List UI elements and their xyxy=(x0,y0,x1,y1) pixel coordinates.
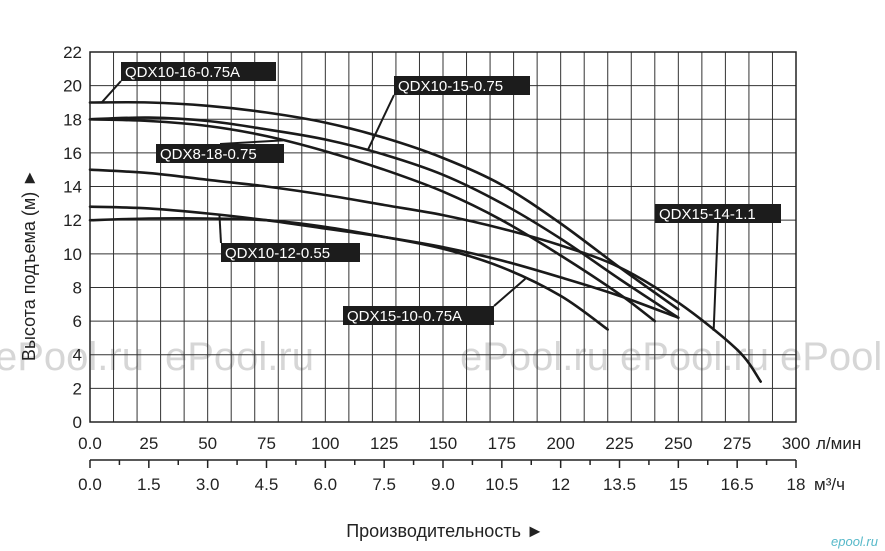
y-axis-label: Высота подъема (м) ► xyxy=(19,169,39,361)
series-label-box xyxy=(394,76,530,95)
y-tick-label: 4 xyxy=(73,346,82,365)
x-tick-label-secondary: 7.5 xyxy=(372,475,396,494)
y-tick-label: 18 xyxy=(63,110,82,129)
x-tick-label-primary: 300 xyxy=(782,434,810,453)
x-tick-label-secondary: 18 xyxy=(787,475,806,494)
label-leader-line xyxy=(712,222,719,331)
watermark-text: ePool.ru xyxy=(165,335,314,379)
series-label: QDX10-12-0.55 xyxy=(225,245,330,262)
x-tick-label-primary: 275 xyxy=(723,434,751,453)
label-leader-line xyxy=(366,94,395,151)
series-curve xyxy=(88,168,762,383)
y-tick-label: 10 xyxy=(63,245,82,264)
series-label: QDX15-10-0.75A xyxy=(347,308,462,325)
y-tick-label: 6 xyxy=(73,312,82,331)
x-tick-label-primary: 150 xyxy=(429,434,457,453)
x-tick-label-secondary: 3.0 xyxy=(196,475,220,494)
series-curve xyxy=(88,118,657,323)
x-tick-label-primary: 25 xyxy=(139,434,158,453)
series-label: QDX10-16-0.75A xyxy=(125,64,240,81)
y-tick-label: 16 xyxy=(63,144,82,163)
x-tick-label-secondary: 0.0 xyxy=(78,475,102,494)
label-leaders xyxy=(101,80,719,331)
x-tick-label-secondary: 4.5 xyxy=(255,475,279,494)
series-label: QDX15-14-1.1 xyxy=(659,206,756,223)
x-tick-label-secondary: 10.5 xyxy=(485,475,518,494)
label-leader-line xyxy=(219,139,284,145)
y-tick-label: 12 xyxy=(63,211,82,230)
label-leader-line xyxy=(218,214,222,244)
x-tick-label-secondary: 13.5 xyxy=(603,475,636,494)
series-labels: QDX10-16-0.75A QDX10-15-0.75 QDX8-18-0.75 Q… xyxy=(121,62,781,325)
watermark-text: ePool.ru xyxy=(780,335,885,379)
y-tick-label: 2 xyxy=(73,379,82,398)
corner-watermark: epool.ru xyxy=(831,534,878,549)
x-tick-label-primary: 175 xyxy=(488,434,516,453)
x-tick-label-primary: 250 xyxy=(664,434,692,453)
series-curve xyxy=(88,116,680,319)
label-leader-line xyxy=(493,277,527,307)
y-tick-label: 14 xyxy=(63,178,82,197)
x-tick-label-secondary: 6.0 xyxy=(314,475,338,494)
series-label-box xyxy=(343,306,494,325)
series-label-box xyxy=(655,204,781,223)
y-tick-label: 8 xyxy=(73,278,82,297)
watermark-text: ePool.ru xyxy=(460,335,609,379)
y-tick-label: 22 xyxy=(63,43,82,62)
series-label: QDX10-15-0.75 xyxy=(398,78,503,95)
series-label-box xyxy=(121,62,276,81)
series-curve xyxy=(88,100,680,311)
x-tick-label-primary: 225 xyxy=(605,434,633,453)
x-tick-label-secondary: 15 xyxy=(669,475,688,494)
x-tick-label-primary: 100 xyxy=(311,434,339,453)
watermark-text: ePool.ru xyxy=(0,335,144,379)
series-label-box xyxy=(156,144,284,163)
y-tick-label: 0 xyxy=(73,413,82,432)
x-unit-primary: л/мин xyxy=(816,434,861,453)
curves xyxy=(88,100,762,383)
x-tick-label-secondary: 9.0 xyxy=(431,475,455,494)
plot-frame xyxy=(89,51,797,423)
series-label: QDX8-18-0.75 xyxy=(160,146,257,163)
axes: 0 2 4 6 8 10 12 14 16 18 20 22 0.0 25 50 75 100 125 150 175… xyxy=(63,43,810,494)
series-label-box xyxy=(221,243,360,262)
x-tick-label-secondary: 16.5 xyxy=(721,475,754,494)
x-tick-label-primary: 0.0 xyxy=(78,434,102,453)
x-tick-label-primary: 75 xyxy=(257,434,276,453)
watermark-text: ePool.ru xyxy=(620,335,769,379)
x-tick-label-primary: 50 xyxy=(198,434,217,453)
series-curve xyxy=(88,205,680,319)
x-tick-label-primary: 125 xyxy=(370,434,398,453)
label-leader-line xyxy=(101,80,122,104)
x-axis-label: Производительность ► xyxy=(346,521,544,541)
x-tick-label-secondary: 1.5 xyxy=(137,475,161,494)
x-tick-label-secondary: 12 xyxy=(551,475,570,494)
x-tick-label-primary: 200 xyxy=(546,434,574,453)
y-tick-label: 20 xyxy=(63,77,82,96)
x-unit-secondary: м³/ч xyxy=(814,475,845,494)
